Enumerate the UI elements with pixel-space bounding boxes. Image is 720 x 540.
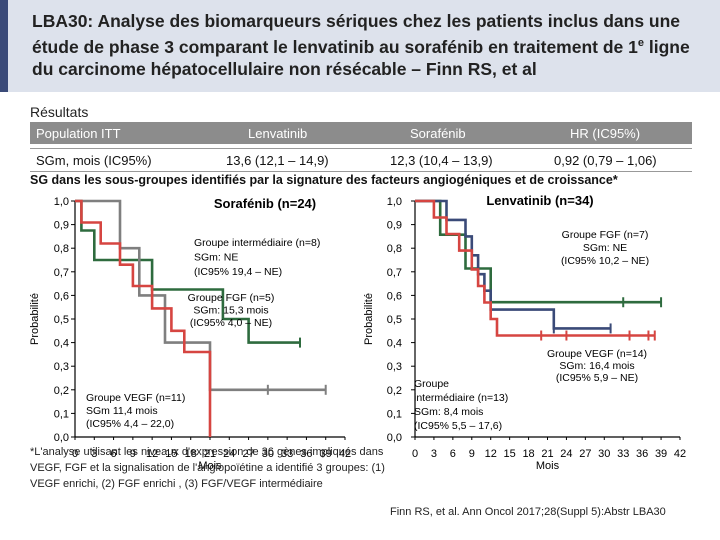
x-tick-label: 36 [636, 448, 648, 460]
group-annotation: Groupe FGF (n=7) SGm: NE (IC95% 10,2 – NE) [561, 229, 649, 267]
annotation-line: SGm: 8,4 mois [414, 406, 483, 418]
annotation-line: SGm: NE [583, 242, 627, 254]
annotation-line: Groupe FGF (n=7) [562, 229, 649, 241]
x-tick-label: 9 [469, 448, 475, 460]
x-tick-label: 15 [504, 448, 516, 460]
y-tick-label: 0,1 [54, 408, 69, 420]
y-tick-label: 0,4 [387, 338, 402, 350]
x-tick-label: 24 [560, 448, 572, 460]
y-tick-label: 0,6 [54, 290, 69, 302]
table-cell: 13,6 (12,1 – 14,9) [226, 153, 329, 168]
annotation-line: intermédiaire (n=13) [414, 392, 508, 404]
reference: Finn RS, et al. Ann Oncol 2017;28(Suppl … [390, 506, 666, 518]
y-tick-label: 0,4 [54, 338, 69, 350]
y-axis-label: Probabilité [363, 293, 375, 345]
table-cell: 0,92 (0,79 – 1,06) [554, 153, 657, 168]
section-label: Résultats [30, 104, 89, 120]
x-tick-label: 42 [674, 448, 686, 460]
y-axis-label: Probabilité [29, 293, 41, 345]
y-tick-label: 0,6 [387, 290, 402, 302]
x-tick-label: 18 [522, 448, 534, 460]
annotation-line: (IC95% 10,2 – NE) [561, 255, 649, 267]
footnote: *L'analyse utilisant les niveaux d'expre… [30, 446, 385, 490]
annotation-line: (IC95% 19,4 – NE) [194, 266, 282, 278]
y-tick-label: 1,0 [54, 196, 69, 208]
x-tick-label: 33 [617, 448, 629, 460]
y-tick-label: 0,5 [387, 314, 402, 326]
x-tick-label: 21 [541, 448, 553, 460]
annotation-line: SGm 11,4 mois [86, 405, 158, 417]
table-cell: 12,3 (10,4 – 13,9) [390, 153, 493, 168]
y-tick-label: 0,3 [387, 361, 402, 373]
km-curve [75, 199, 300, 344]
annotation-line: SGm: NE [194, 252, 238, 264]
y-tick-label: 1,0 [387, 196, 402, 208]
x-tick-label: 3 [431, 448, 437, 460]
page-title: LBA30: Analyse des biomarqueurs sériques… [32, 11, 690, 79]
y-tick-label: 0,9 [387, 220, 402, 232]
y-tick-label: 0,5 [54, 314, 69, 326]
x-tick-label: 6 [450, 448, 456, 460]
x-tick-label: 12 [485, 448, 497, 460]
annotation-line: (IC95% 4,4 – 22,0) [86, 418, 174, 430]
x-tick-label: 30 [598, 448, 610, 460]
y-tick-label: 0,9 [54, 220, 69, 232]
km-curve [75, 199, 326, 392]
annotation-line: Groupe [414, 378, 449, 390]
annotation-line: SGm: 15,3 mois [193, 305, 268, 317]
km-curve [415, 199, 662, 304]
y-tick-label: 0,8 [387, 243, 402, 255]
table-header-cell: Sorafénib [410, 126, 466, 141]
group-annotation: Groupe intermédiaire (n=13) SGm: 8,4 mois (… [414, 378, 508, 432]
chart-subtitle: SG dans les sous-groupes identifiés par … [30, 173, 618, 187]
annotation-line: (IC95% 4,0 – NE) [190, 317, 272, 329]
y-tick-label: 0,2 [387, 385, 402, 397]
chart-title: Lenvatinib (n=34) [486, 193, 593, 208]
y-tick-label: 0,0 [54, 432, 69, 444]
y-tick-label: 0,8 [54, 243, 69, 255]
y-tick-label: 0,3 [54, 361, 69, 373]
table-header-cell: HR (IC95%) [570, 126, 641, 141]
y-tick-label: 0,0 [387, 432, 402, 444]
title-band [0, 0, 720, 92]
annotation-line: Groupe VEGF (n=11) [86, 392, 185, 404]
annotation-line: (IC95% 5,9 – NE) [556, 372, 638, 384]
km-curve [415, 199, 655, 337]
annotation-line: SGm: 16,4 mois [559, 360, 634, 372]
chart-title: Sorafénib (n=24) [214, 196, 316, 211]
y-tick-label: 0,1 [387, 408, 402, 420]
table-cell: SGm, mois (IC95%) [36, 153, 152, 168]
annotation-line: Groupe VEGF (n=14) [547, 348, 647, 360]
group-annotation: Groupe intermédiaire (n=8) SGm: NE (IC95% … [194, 237, 320, 278]
table-header-cell: Lenvatinib [248, 126, 308, 141]
annotation-line: Groupe FGF (n=5) [188, 292, 275, 304]
x-axis-label: Mois [536, 460, 560, 472]
x-tick-label: 0 [412, 448, 418, 460]
group-annotation: Groupe VEGF (n=11) SGm 11,4 mois (IC95% 4,… [86, 392, 185, 430]
annotation-line: (IC95% 5,5 – 17,6) [414, 420, 502, 432]
y-tick-label: 0,7 [54, 267, 69, 279]
km-curve [415, 199, 611, 330]
annotation-line: Groupe intermédiaire (n=8) [194, 237, 320, 249]
group-annotation: Groupe VEGF (n=14) SGm: 16,4 mois (IC95% 5… [547, 348, 647, 384]
x-tick-label: 39 [655, 448, 667, 460]
table-header: Population ITT Lenvatinib Sorafénib HR (… [30, 122, 692, 144]
x-tick-label: 27 [579, 448, 591, 460]
y-tick-label: 0,2 [54, 385, 69, 397]
table-row: SGm, mois (IC95%) 13,6 (12,1 – 14,9) 12,… [30, 148, 692, 172]
y-tick-label: 0,7 [387, 267, 402, 279]
title-accent-bar [0, 0, 8, 92]
table-header-cell: Population ITT [36, 126, 121, 141]
group-annotation: Groupe FGF (n=5) SGm: 15,3 mois (IC95% 4,0… [188, 292, 275, 329]
km-curve [75, 199, 212, 437]
